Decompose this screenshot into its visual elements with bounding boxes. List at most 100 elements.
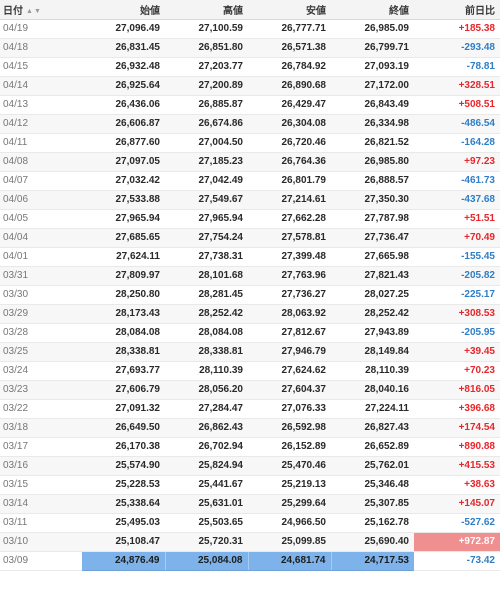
table-row[interactable]: 04/18 26,831.45 26,851.80 26,571.38 26,799.7…	[0, 38, 500, 58]
table-row[interactable]: 03/14 25,338.64 25,631.01 25,299.64 25,307.8…	[0, 494, 500, 514]
cell-date: 04/11	[0, 133, 82, 153]
cell-low: 26,764.36	[248, 152, 331, 172]
cell-date: 04/18	[0, 38, 82, 58]
table-row[interactable]: 04/13 26,436.06 26,885.87 26,429.47 26,843.4…	[0, 95, 500, 115]
cell-open: 26,831.45	[82, 38, 165, 58]
column-header-date[interactable]: 日付 ▲▼	[0, 0, 82, 20]
cell-change: +890.88	[414, 437, 500, 457]
cell-low: 26,571.38	[248, 38, 331, 58]
table-header: 日付 ▲▼ 始値 高値 安値 終値 前日比	[0, 0, 500, 20]
cell-high: 28,281.45	[165, 285, 248, 305]
table-row[interactable]: 03/25 28,338.81 28,338.81 27,946.79 28,149.8…	[0, 342, 500, 362]
cell-open: 27,097.05	[82, 152, 165, 172]
table-row[interactable]: 04/01 27,624.11 27,738.31 27,399.48 27,665.9…	[0, 247, 500, 267]
sort-descending-icon[interactable]: ▼	[33, 7, 42, 15]
cell-close: 24,717.53	[330, 551, 414, 571]
cell-close: 26,799.71	[331, 38, 414, 58]
cell-open: 27,965.94	[82, 209, 165, 229]
cell-close: 27,821.43	[331, 266, 414, 286]
cell-high: 27,042.49	[165, 171, 248, 191]
cell-low: 27,763.96	[248, 266, 331, 286]
column-header-change[interactable]: 前日比	[414, 0, 500, 20]
column-header-high[interactable]: 高値	[165, 0, 248, 20]
cell-change: +308.53	[414, 304, 500, 324]
cell-close: 26,985.80	[331, 152, 414, 172]
cell-close: 25,690.40	[331, 532, 414, 552]
cell-date: 03/24	[0, 361, 82, 381]
cell-date: 04/13	[0, 95, 82, 115]
table-row[interactable]: 03/16 25,574.90 25,824.94 25,470.46 25,762.0…	[0, 456, 500, 476]
cell-low: 25,219.13	[248, 475, 331, 495]
cell-date: 03/11	[0, 513, 82, 533]
table-row[interactable]: 03/18 26,649.50 26,862.43 26,592.98 26,827.4…	[0, 418, 500, 438]
column-header-close[interactable]: 終値	[331, 0, 414, 20]
table-row[interactable]: 03/09 24,876.49 25,084.08 24,681.74 24,717.5…	[0, 551, 500, 571]
cell-change: +396.68	[414, 399, 500, 419]
cell-close: 28,040.16	[331, 380, 414, 400]
cell-low: 27,946.79	[248, 342, 331, 362]
cell-date: 03/30	[0, 285, 82, 305]
cell-open: 25,495.03	[82, 513, 165, 533]
table-row[interactable]: 04/08 27,097.05 27,185.23 26,764.36 26,985.8…	[0, 152, 500, 172]
table-row[interactable]: 04/11 26,877.60 27,004.50 26,720.46 26,821.5…	[0, 133, 500, 153]
cell-date: 03/31	[0, 266, 82, 286]
cell-low: 26,777.71	[248, 19, 331, 39]
cell-change: +38.63	[414, 475, 500, 495]
cell-date: 04/05	[0, 209, 82, 229]
table-row[interactable]: 04/05 27,965.94 27,965.94 27,662.28 27,787.9…	[0, 209, 500, 229]
table-row[interactable]: 03/23 27,606.79 28,056.20 27,604.37 28,040.1…	[0, 380, 500, 400]
cell-high: 28,252.42	[165, 304, 248, 324]
cell-date: 03/14	[0, 494, 82, 514]
table-row[interactable]: 03/15 25,228.53 25,441.67 25,219.13 25,346.4…	[0, 475, 500, 495]
column-header-open-label: 始値	[140, 5, 160, 17]
cell-low: 26,304.08	[248, 114, 331, 134]
column-header-high-label: 高値	[223, 5, 243, 17]
table-row[interactable]: 03/10 25,108.47 25,720.31 25,099.85 25,690.4…	[0, 532, 500, 552]
cell-high: 27,549.67	[165, 190, 248, 210]
table-row[interactable]: 03/28 28,084.08 28,084.08 27,812.67 27,943.8…	[0, 323, 500, 343]
sort-icons[interactable]: ▲▼	[26, 8, 42, 15]
cell-open: 28,250.80	[82, 285, 165, 305]
cell-high: 28,084.08	[165, 323, 248, 343]
table-row[interactable]: 03/22 27,091.32 27,284.47 27,076.33 27,224.1…	[0, 399, 500, 419]
table-row[interactable]: 04/12 26,606.87 26,674.86 26,304.08 26,334.9…	[0, 114, 500, 134]
cell-low: 27,624.62	[248, 361, 331, 381]
cell-close: 26,334.98	[331, 114, 414, 134]
column-header-open[interactable]: 始値	[82, 0, 165, 20]
column-header-low[interactable]: 安値	[248, 0, 331, 20]
table-row[interactable]: 03/11 25,495.03 25,503.65 24,966.50 25,162.7…	[0, 513, 500, 533]
table-row[interactable]: 04/19 27,096.49 27,100.59 26,777.71 26,985.0…	[0, 19, 500, 39]
cell-change: -527.62	[414, 513, 500, 533]
cell-close: 26,652.89	[331, 437, 414, 457]
cell-close: 27,736.47	[331, 228, 414, 248]
cell-high: 25,441.67	[165, 475, 248, 495]
cell-low: 26,152.89	[248, 437, 331, 457]
cell-high: 27,965.94	[165, 209, 248, 229]
table-row[interactable]: 04/04 27,685.65 27,754.24 27,578.81 27,736.4…	[0, 228, 500, 248]
sort-ascending-icon[interactable]: ▲	[26, 7, 34, 15]
cell-date: 03/18	[0, 418, 82, 438]
table-row[interactable]: 04/07 27,032.42 27,042.49 26,801.79 26,888.5…	[0, 171, 500, 191]
cell-open: 27,624.11	[82, 247, 165, 267]
cell-open: 28,173.43	[82, 304, 165, 324]
cell-low: 24,966.50	[248, 513, 331, 533]
table-row[interactable]: 04/15 26,932.48 27,203.77 26,784.92 27,093.1…	[0, 57, 500, 77]
cell-open: 25,574.90	[82, 456, 165, 476]
cell-close: 26,843.49	[331, 95, 414, 115]
cell-change: -293.48	[414, 38, 500, 58]
cell-open: 27,606.79	[82, 380, 165, 400]
cell-high: 25,503.65	[165, 513, 248, 533]
table-row[interactable]: 03/24 27,693.77 28,110.39 27,624.62 28,110.3…	[0, 361, 500, 381]
table-row[interactable]: 03/31 27,809.97 28,101.68 27,763.96 27,821.4…	[0, 266, 500, 286]
table-row[interactable]: 03/30 28,250.80 28,281.45 27,736.27 28,027.2…	[0, 285, 500, 305]
table-row[interactable]: 04/14 26,925.64 27,200.89 26,890.68 27,172.0…	[0, 76, 500, 96]
table-row[interactable]: 04/06 27,533.88 27,549.67 27,214.61 27,350.3…	[0, 190, 500, 210]
cell-date: 03/28	[0, 323, 82, 343]
cell-open: 25,108.47	[82, 532, 165, 552]
header-row: 日付 ▲▼ 始値 高値 安値 終値 前日比	[0, 0, 500, 20]
cell-change: +185.38	[414, 19, 500, 39]
table-row[interactable]: 03/29 28,173.43 28,252.42 28,063.92 28,252.4…	[0, 304, 500, 324]
cell-date: 04/12	[0, 114, 82, 134]
table-row[interactable]: 03/17 26,170.38 26,702.94 26,152.89 26,652.8…	[0, 437, 500, 457]
cell-open: 25,338.64	[82, 494, 165, 514]
